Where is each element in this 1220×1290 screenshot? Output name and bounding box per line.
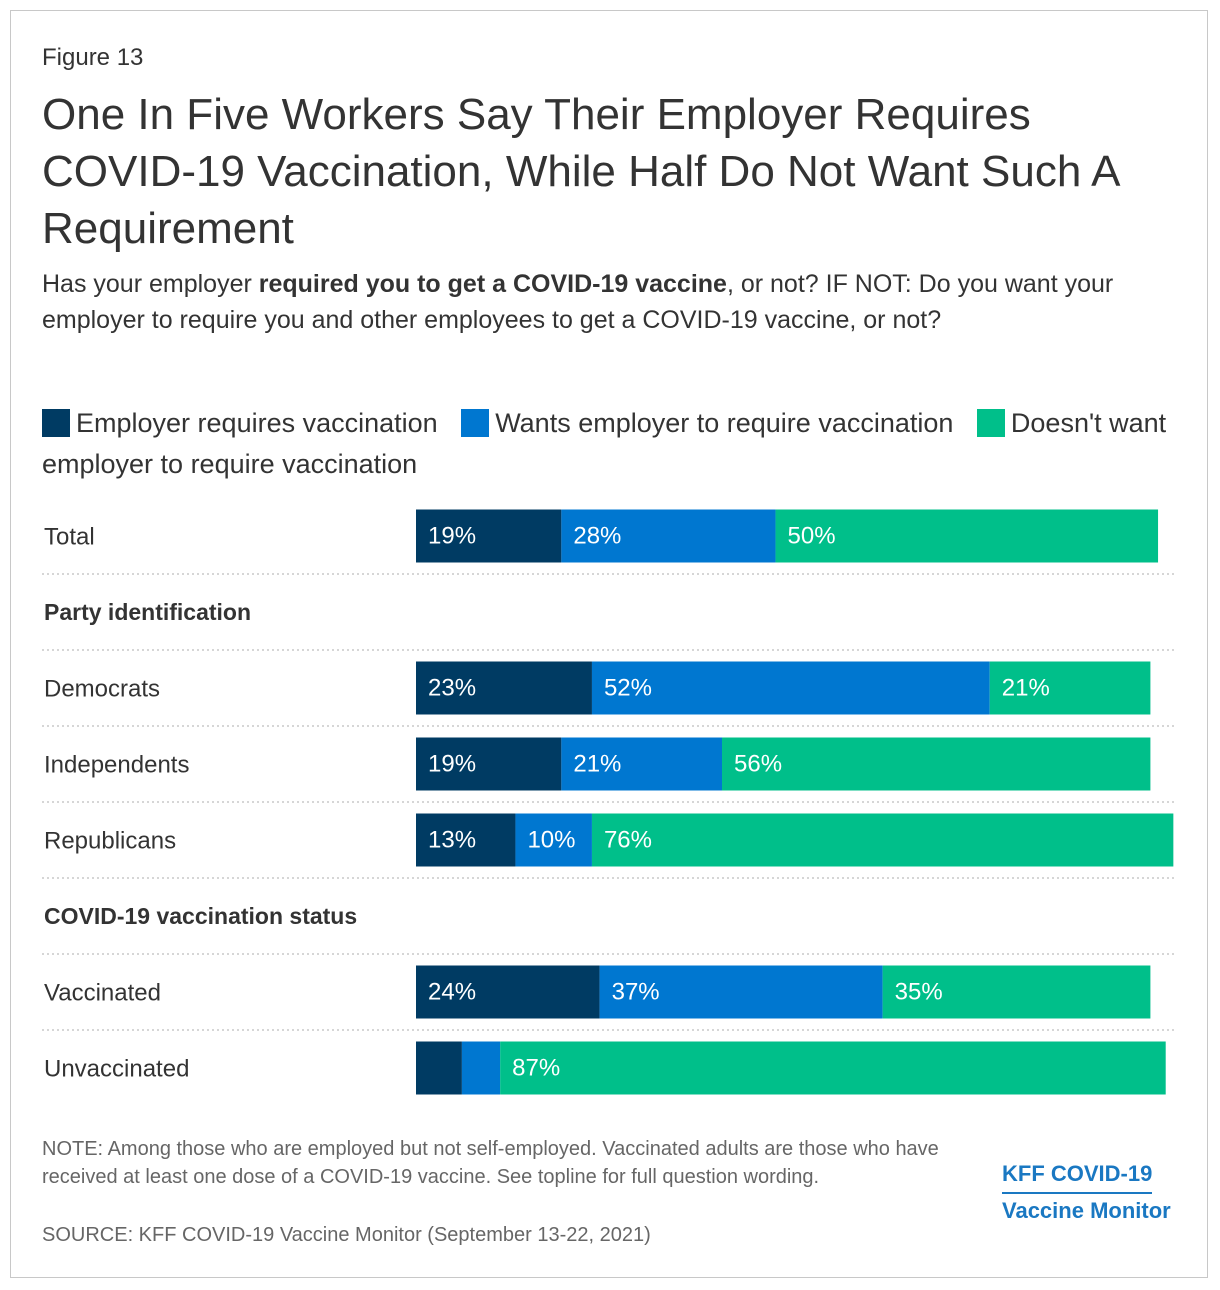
bar-unvaccinated-wants-employer-to-require-vaccination [461,1041,501,1095]
category-label-independents: Independents [44,751,189,778]
subtitle-bold: required you to get a COVID-19 vaccine [258,270,727,298]
legend-item-employer-requires: Employer requires vaccination [42,408,438,438]
subtitle-post: , or not? IF NOT: Do you want your emplo… [42,270,1114,334]
bar-democrats-employer-requires-vaccination [416,661,592,715]
data-label-vaccinated-employer-requires-vaccination: 24% [428,978,476,1005]
legend-label-employer-requires: Employer requires vaccination [76,408,438,438]
data-label-republicans-employer-requires-vaccination: 13% [428,826,476,853]
data-label-independents-employer-requires-vaccination: 19% [428,750,476,777]
subtitle-pre: Has your employer [42,270,259,298]
bar-republicans-wants-employer-to-require-vaccination [515,813,592,867]
legend-item-wants-require: Wants employer to require vaccination [461,408,953,438]
bar-independents-wants-employer-to-require-vaccination [561,737,722,791]
legend-item-doesnt-want: Doesn't want employer to require vaccina… [42,408,1166,479]
chart-title: One In Five Workers Say Their Employer R… [42,90,1119,253]
data-label-independents-doesn-t-want-employer-to-require-vaccination: 56% [734,750,782,777]
data-label-republicans-wants-employer-to-require-vaccination: 10% [527,826,575,853]
data-label-independents-wants-employer-to-require-vaccination: 21% [573,750,621,777]
bar-independents-employer-requires-vaccination [416,737,562,791]
chart-subtitle: Has your employer required you to get a … [42,266,1152,338]
data-label-vaccinated-wants-employer-to-require-vaccination: 37% [612,978,660,1005]
bar-unvaccinated-employer-requires-vaccination [416,1041,462,1095]
data-label-republicans-doesn-t-want-employer-to-require-vaccination: 76% [604,826,652,853]
data-label-democrats-wants-employer-to-require-vaccination: 52% [604,674,652,701]
bar-total-doesn-t-want-employer-to-require-vaccination [775,509,1159,563]
data-label-democrats-employer-requires-vaccination: 23% [428,674,476,701]
bar-independents-doesn-t-want-employer-to-require-vaccination [722,737,1151,791]
bar-total-employer-requires-vaccination [416,509,562,563]
bar-vaccinated-wants-employer-to-require-vaccination [599,965,883,1019]
bar-unvaccinated-doesn-t-want-employer-to-require-vaccination [500,1041,1166,1095]
legend-swatch-employer-requires [42,409,70,437]
bar-democrats-wants-employer-to-require-vaccination [591,661,990,715]
brand-line-2: Vaccine Monitor [1002,1198,1171,1223]
figure-label: Figure 13 [42,44,144,71]
brand-line-1: KFF COVID-19 [1002,1157,1153,1194]
bar-democrats-doesn-t-want-employer-to-require-vaccination [989,661,1151,715]
brand-logo: KFF COVID-19 Vaccine Monitor [1002,1157,1182,1228]
bar-republicans-employer-requires-vaccination [416,813,516,867]
section-header-party-identification: Party identification [44,599,251,625]
category-label-total: Total [44,523,95,550]
category-label-vaccinated: Vaccinated [44,979,161,1006]
legend-label-wants-require: Wants employer to require vaccination [495,408,954,438]
category-label-unvaccinated: Unvaccinated [44,1055,189,1082]
section-header-covid-19-vaccination-status: COVID-19 vaccination status [44,903,357,929]
bar-total-wants-employer-to-require-vaccination [561,509,776,563]
data-label-total-employer-requires-vaccination: 19% [428,522,476,549]
bar-vaccinated-employer-requires-vaccination [416,965,600,1019]
legend-label-doesnt-want: Doesn't want employer to require vaccina… [42,408,1167,479]
chart-source: SOURCE: KFF COVID-19 Vaccine Monitor (Se… [42,1224,651,1246]
chart-legend: Employer requires vaccination Wants empl… [42,403,1182,485]
legend-swatch-wants-require [461,409,490,437]
data-label-total-wants-employer-to-require-vaccination: 28% [573,522,621,549]
data-label-unvaccinated-doesn-t-want-employer-to-require-vaccination: 87% [512,1054,560,1081]
data-label-vaccinated-doesn-t-want-employer-to-require-vaccination: 35% [895,978,943,1005]
data-label-total-doesn-t-want-employer-to-require-vaccination: 50% [788,522,836,549]
category-label-republicans: Republicans [44,827,176,854]
legend-swatch-doesnt-want [976,409,1005,437]
bar-republicans-doesn-t-want-employer-to-require-vaccination [591,813,1174,867]
category-label-democrats: Democrats [44,675,160,702]
bar-vaccinated-doesn-t-want-employer-to-require-vaccination [882,965,1151,1019]
chart-note: NOTE: Among those who are employed but n… [42,1138,939,1188]
data-label-democrats-doesn-t-want-employer-to-require-vaccination: 21% [1002,674,1050,701]
